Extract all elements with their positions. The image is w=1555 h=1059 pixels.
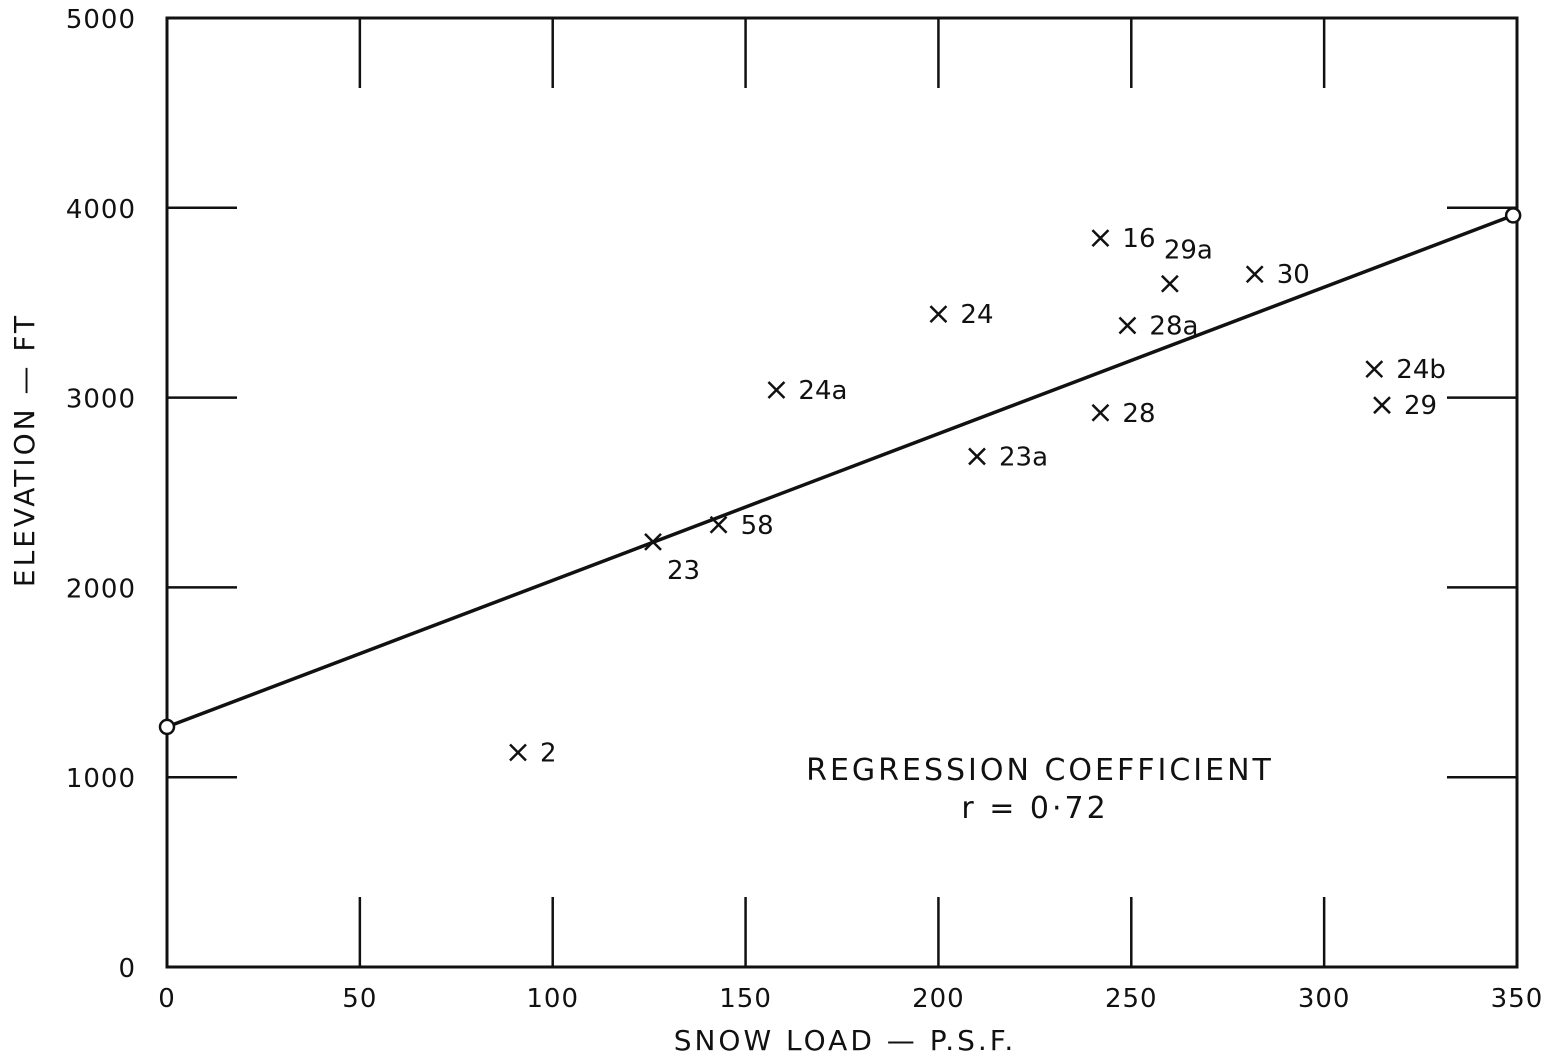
point-marker-stroke xyxy=(767,381,786,399)
y-axis-label: ELEVATION — FT xyxy=(8,313,41,587)
point-label: 23 xyxy=(667,556,700,586)
point-marker-stroke xyxy=(1091,403,1110,422)
point-label: 2 xyxy=(540,739,557,769)
data-point: 16 xyxy=(1091,224,1156,254)
data-point: 24b xyxy=(1365,355,1446,385)
points-group: 2 23 58 24a 24 23a 16 28 28a 29a 30 24b 29 xyxy=(509,224,1446,769)
point-label: 24a xyxy=(798,376,847,406)
point-marker-stroke xyxy=(1373,396,1391,415)
x-tick-label: 350 xyxy=(1491,984,1544,1014)
y-tick-label: 4000 xyxy=(66,195,136,225)
annotation-line1: REGRESSION COEFFICIENT xyxy=(806,753,1274,788)
data-point: 24a xyxy=(767,376,847,406)
y-tick-label: 1000 xyxy=(66,764,136,794)
x-tick-label: 100 xyxy=(526,984,579,1014)
tick-labels-group: 0 50 100 150 200 250 300 350 0 1000 2000 3000 4000 50… xyxy=(66,5,1544,1014)
x-tick-label: 250 xyxy=(1105,984,1158,1014)
point-label: 28a xyxy=(1149,311,1198,341)
x-tick-label: 150 xyxy=(719,984,772,1014)
plot-frame xyxy=(165,16,1519,969)
data-point: 58 xyxy=(709,511,774,541)
point-label: 16 xyxy=(1122,224,1155,254)
data-point: 23a xyxy=(968,442,1048,472)
plot-frame-group xyxy=(165,16,1519,969)
point-marker-stroke xyxy=(1118,316,1137,335)
data-point: 28a xyxy=(1118,311,1198,341)
x-tick-label: 300 xyxy=(1298,984,1351,1014)
y-tick-label: 5000 xyxy=(66,5,136,35)
y-tick-label: 0 xyxy=(118,954,136,984)
x-axis-label: SNOW LOAD — P.S.F. xyxy=(674,1024,1017,1057)
regression-endpoint-end xyxy=(1504,207,1522,224)
point-label: 23a xyxy=(999,442,1048,472)
point-marker-stroke xyxy=(929,305,948,323)
point-marker-stroke xyxy=(644,532,662,551)
x-tick-label: 200 xyxy=(912,984,965,1014)
point-marker-stroke xyxy=(1245,265,1264,284)
data-point: 29 xyxy=(1373,391,1437,421)
point-marker-stroke xyxy=(1160,274,1179,293)
point-marker-stroke xyxy=(968,447,986,466)
data-point: 2 xyxy=(509,739,557,769)
point-label: 29a xyxy=(1164,236,1213,266)
point-label: 28 xyxy=(1122,399,1155,429)
regression-line-group xyxy=(158,207,1522,736)
y-tick-label: 3000 xyxy=(66,385,136,415)
data-point: 23 xyxy=(644,532,700,586)
x-tick-label: 50 xyxy=(342,984,377,1014)
point-label: 24b xyxy=(1396,355,1446,385)
point-label: 29 xyxy=(1404,391,1437,421)
point-marker-stroke xyxy=(1365,360,1384,379)
regression-line xyxy=(166,213,1514,729)
data-point: 29a xyxy=(1160,236,1213,293)
point-label: 58 xyxy=(741,511,774,541)
annotation-line2: r = 0·72 xyxy=(961,791,1108,826)
point-marker-stroke xyxy=(709,515,728,534)
point-label: 30 xyxy=(1277,260,1310,290)
data-point: 30 xyxy=(1245,260,1310,290)
point-marker-stroke xyxy=(1091,229,1110,248)
ticks-group xyxy=(167,18,1517,967)
point-label: 24 xyxy=(960,300,993,330)
data-point: 24 xyxy=(929,300,994,330)
regression-endpoint-start xyxy=(158,718,176,736)
x-tick-label: 0 xyxy=(158,984,176,1014)
y-tick-label: 2000 xyxy=(66,574,136,604)
point-marker-stroke xyxy=(509,743,527,762)
data-point: 28 xyxy=(1091,399,1156,429)
